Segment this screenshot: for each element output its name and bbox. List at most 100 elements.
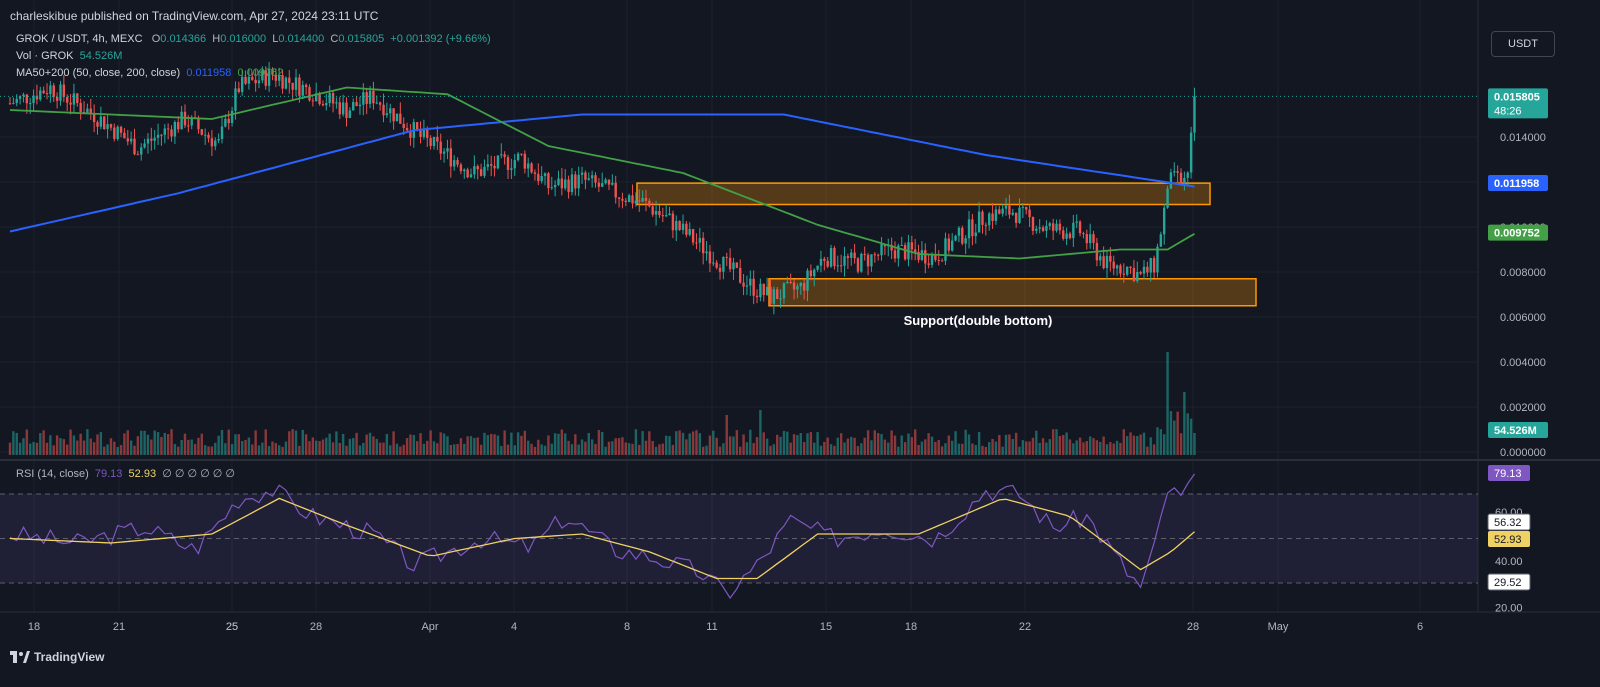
volume-bar xyxy=(82,440,86,455)
volume-bar xyxy=(1008,434,1011,455)
volume-label: Vol · GROK xyxy=(16,50,74,62)
volume-bar xyxy=(836,437,839,455)
volume-bar xyxy=(203,445,207,455)
volume-bar xyxy=(409,434,412,455)
rsi-legend[interactable]: RSI (14, close) 79.13 52.93 ∅ ∅ ∅ ∅ ∅ ∅ xyxy=(16,467,235,480)
volume-bar xyxy=(547,435,550,455)
volume-bar xyxy=(550,443,553,455)
volume-bar xyxy=(446,436,449,455)
volume-bar xyxy=(587,432,590,455)
volume-bar xyxy=(1186,413,1189,455)
candle-body xyxy=(69,102,72,105)
candle-body xyxy=(207,134,210,139)
volume-bar xyxy=(86,429,89,455)
candle-body xyxy=(261,70,264,81)
volume-bar xyxy=(348,438,352,455)
candle-body xyxy=(190,117,193,126)
volume-bar xyxy=(967,434,971,455)
volume-bar xyxy=(876,433,880,455)
volume-bar xyxy=(671,444,675,455)
time-tick-label: 11 xyxy=(706,621,717,633)
candle-body xyxy=(426,129,429,138)
candle-body xyxy=(446,148,449,152)
ma-label: MA50+200 (50, close, 200, close) xyxy=(16,67,181,79)
candle-body xyxy=(503,154,506,158)
candle-body xyxy=(961,227,964,244)
candle-body xyxy=(32,95,35,104)
volume-bar xyxy=(779,436,782,455)
volume-bar xyxy=(298,445,301,455)
volume-bar xyxy=(910,437,914,455)
volume-bar xyxy=(762,432,765,455)
candle-body xyxy=(1115,265,1119,269)
symbol-label[interactable]: GROK / USDT, 4h, MEXC xyxy=(16,33,143,45)
ma-legend[interactable]: MA50+200 (50, close, 200, close) 0.01195… xyxy=(16,67,283,79)
volume-bar xyxy=(940,446,944,455)
volume-legend[interactable]: Vol · GROK 54.526M xyxy=(16,50,122,62)
candle-body xyxy=(214,140,217,147)
volume-bar xyxy=(463,443,466,455)
volume-bar xyxy=(358,445,362,455)
volume-bar xyxy=(944,443,947,455)
candle-body xyxy=(449,148,453,167)
volume-bar xyxy=(1058,435,1062,455)
volume-bar xyxy=(823,441,826,455)
volume-bar xyxy=(116,446,119,455)
volume-bar xyxy=(163,432,166,455)
volume-bar xyxy=(240,440,244,455)
volume-bar xyxy=(691,431,695,455)
volume-bar xyxy=(469,436,473,455)
candle-body xyxy=(240,76,244,93)
logo-text: TradingView xyxy=(34,650,105,664)
volume-bar xyxy=(580,439,584,455)
candle-body xyxy=(422,129,426,137)
volume-bar xyxy=(712,430,715,455)
time-tick-label: Apr xyxy=(421,621,438,633)
volume-bar xyxy=(106,444,109,455)
candle-body xyxy=(823,258,826,261)
volume-bar xyxy=(190,439,193,455)
candle-body xyxy=(1021,206,1025,208)
candle-body xyxy=(318,93,321,105)
volume-bar xyxy=(220,429,224,455)
candle-body xyxy=(584,172,587,180)
candle-body xyxy=(12,103,15,105)
volume-bar xyxy=(826,437,829,455)
price-axis[interactable]: 0.0140000.0120000.0100000.0080000.006000… xyxy=(1488,88,1548,459)
currency-button[interactable]: USDT xyxy=(1491,31,1555,57)
candle-body xyxy=(237,88,241,93)
candle-body xyxy=(163,128,166,135)
candle-body xyxy=(735,262,739,268)
candle-body xyxy=(62,84,66,98)
candle-body xyxy=(749,278,752,286)
volume-bar xyxy=(961,443,964,455)
high-label: H xyxy=(212,33,221,45)
candle-body xyxy=(567,179,570,193)
candle-body xyxy=(197,118,200,130)
volume-bar xyxy=(742,434,745,455)
candle-body xyxy=(607,179,611,185)
volume-bar xyxy=(1021,440,1025,455)
volume-bar xyxy=(99,432,103,455)
candle-body xyxy=(668,213,671,216)
volume-bar xyxy=(782,430,786,455)
volume-bar xyxy=(930,436,934,455)
tradingview-logo[interactable]: TradingView xyxy=(10,650,104,664)
candle-body xyxy=(227,118,230,124)
candle-body xyxy=(15,98,18,104)
rsi-tick-label: 20.00 xyxy=(1495,602,1523,614)
candle-body xyxy=(796,286,799,290)
candle-body xyxy=(308,87,311,101)
volume-bar xyxy=(72,435,76,455)
volume-bar xyxy=(776,434,779,455)
candle-body xyxy=(604,179,607,184)
volume-bar xyxy=(994,441,998,455)
candle-body xyxy=(348,110,352,119)
candle-body xyxy=(284,77,288,89)
price-badge xyxy=(1488,88,1548,119)
candle-body xyxy=(880,244,883,256)
volume-bar xyxy=(977,431,981,455)
